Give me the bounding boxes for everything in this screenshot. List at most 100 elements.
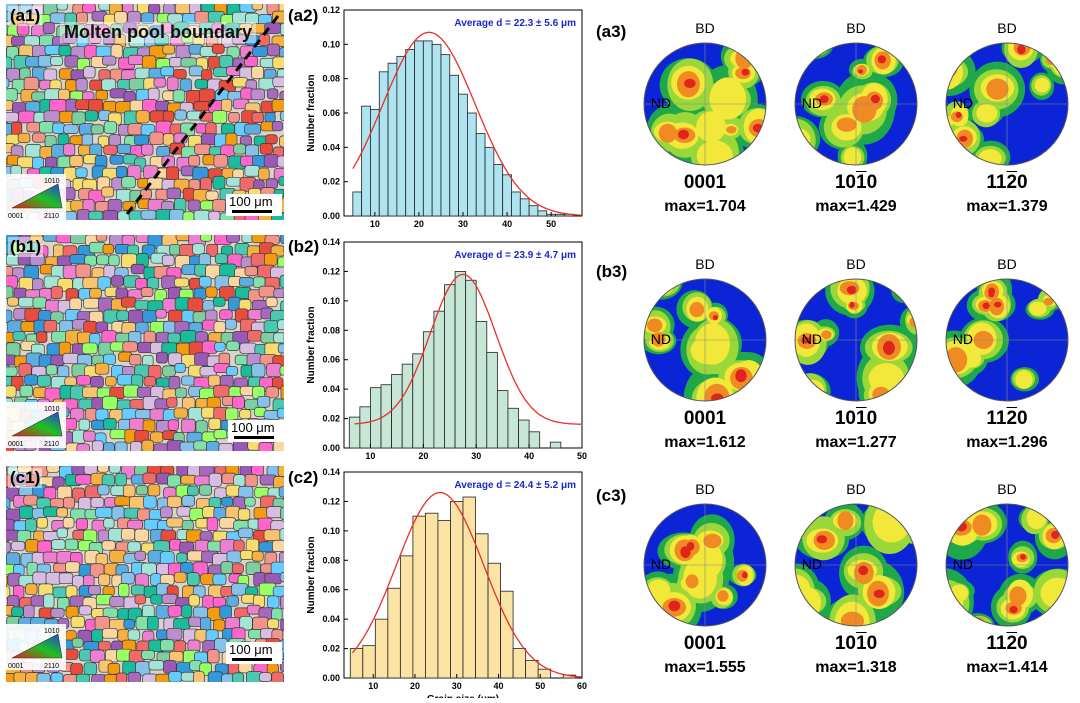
- grain: [102, 628, 117, 638]
- panel-label-b3: (b3): [596, 262, 627, 282]
- grain: [264, 321, 279, 333]
- grain: [225, 319, 236, 329]
- x-tick-label: 30: [471, 451, 481, 461]
- grain: [248, 331, 263, 342]
- intensity-contour: [794, 42, 805, 55]
- grain: [189, 595, 199, 606]
- grain: [222, 497, 233, 506]
- histogram-bar: [467, 113, 476, 216]
- histogram-bar: [466, 280, 477, 448]
- histogram-bar: [370, 388, 381, 448]
- x-tick-label: 50: [546, 219, 556, 229]
- grain: [252, 551, 263, 561]
- histogram-bar: [438, 521, 451, 678]
- grain: [121, 297, 136, 307]
- grain: [64, 649, 78, 659]
- grain: [200, 532, 212, 541]
- nd-label: ND: [863, 556, 973, 572]
- nd-label: ND: [712, 556, 822, 572]
- grain: [147, 616, 158, 630]
- grain: [181, 419, 195, 432]
- grain: [38, 541, 52, 553]
- grain: [227, 235, 240, 242]
- grain: [251, 253, 266, 266]
- grain: [128, 672, 141, 682]
- grain: [11, 607, 23, 617]
- grain: [233, 673, 244, 682]
- panel-label-a3: (a3): [596, 22, 626, 42]
- grain: [83, 387, 100, 398]
- grain: [278, 344, 284, 353]
- grain: [209, 473, 221, 486]
- ipf-legend-right: 2110: [44, 663, 59, 670]
- grain: [76, 519, 87, 530]
- y-tick-label: 0.10: [322, 526, 340, 536]
- grain: [240, 550, 252, 559]
- grain: [96, 507, 113, 517]
- grain: [181, 376, 194, 385]
- grain: [102, 541, 115, 550]
- grain: [83, 277, 100, 288]
- histogram-bar: [508, 408, 519, 448]
- grain: [232, 396, 244, 408]
- grain: [214, 385, 230, 397]
- grain: [240, 343, 256, 354]
- scale-bar: 100 μm: [226, 642, 282, 664]
- grain: [160, 507, 172, 518]
- x-tick-label: 40: [502, 219, 512, 229]
- intensity-contour: [794, 377, 804, 394]
- grain: [151, 595, 163, 605]
- y-tick-label: 0.02: [322, 177, 340, 187]
- grain: [226, 408, 238, 421]
- x-tick-label: 20: [410, 681, 420, 691]
- grain: [267, 596, 279, 608]
- grain: [37, 673, 50, 682]
- grain: [156, 309, 166, 318]
- grain: [6, 386, 16, 397]
- grain: [103, 608, 118, 618]
- max-intensity-label: max=1.318: [786, 659, 926, 677]
- histogram-bar: [520, 199, 529, 216]
- grain: [252, 364, 265, 378]
- grain: [220, 606, 232, 619]
- intensity-contour: [794, 42, 809, 61]
- intensity-contour: [794, 603, 810, 627]
- histogram-bar: [370, 110, 379, 216]
- grain: [84, 663, 97, 675]
- grain: [105, 377, 116, 386]
- y-tick-label: 0.08: [322, 555, 340, 565]
- nd-label: ND: [561, 556, 671, 572]
- grain: [193, 244, 205, 255]
- intensity-contour: [703, 534, 721, 549]
- grain: [6, 553, 20, 566]
- grain: [280, 529, 284, 541]
- grain: [245, 497, 256, 506]
- y-tick-label: 0.12: [322, 5, 340, 15]
- histogram-bar: [501, 591, 514, 678]
- intensity-contour: [1046, 54, 1056, 65]
- scale-bar: 100 μm: [226, 194, 282, 216]
- grain: [169, 671, 182, 682]
- grain: [214, 430, 227, 439]
- intensity-contour: [837, 511, 853, 530]
- ipf-legend-top: 1010: [44, 178, 60, 185]
- grain: [274, 333, 284, 343]
- histogram-bar: [349, 417, 360, 448]
- grain: [277, 408, 284, 418]
- grain: [141, 650, 154, 659]
- grain: [162, 594, 177, 603]
- grain: [268, 619, 279, 629]
- grain: [79, 419, 90, 430]
- grain: [175, 388, 187, 397]
- ipf-legend-left: 0001: [8, 441, 24, 448]
- histogram-bar: [388, 588, 401, 678]
- intensity-contour: [945, 347, 967, 372]
- grain: [206, 287, 217, 297]
- grain: [110, 429, 126, 438]
- grain: [239, 528, 253, 538]
- grain: [64, 418, 76, 429]
- intensity-contour: [847, 286, 857, 294]
- intensity-contour: [643, 387, 663, 402]
